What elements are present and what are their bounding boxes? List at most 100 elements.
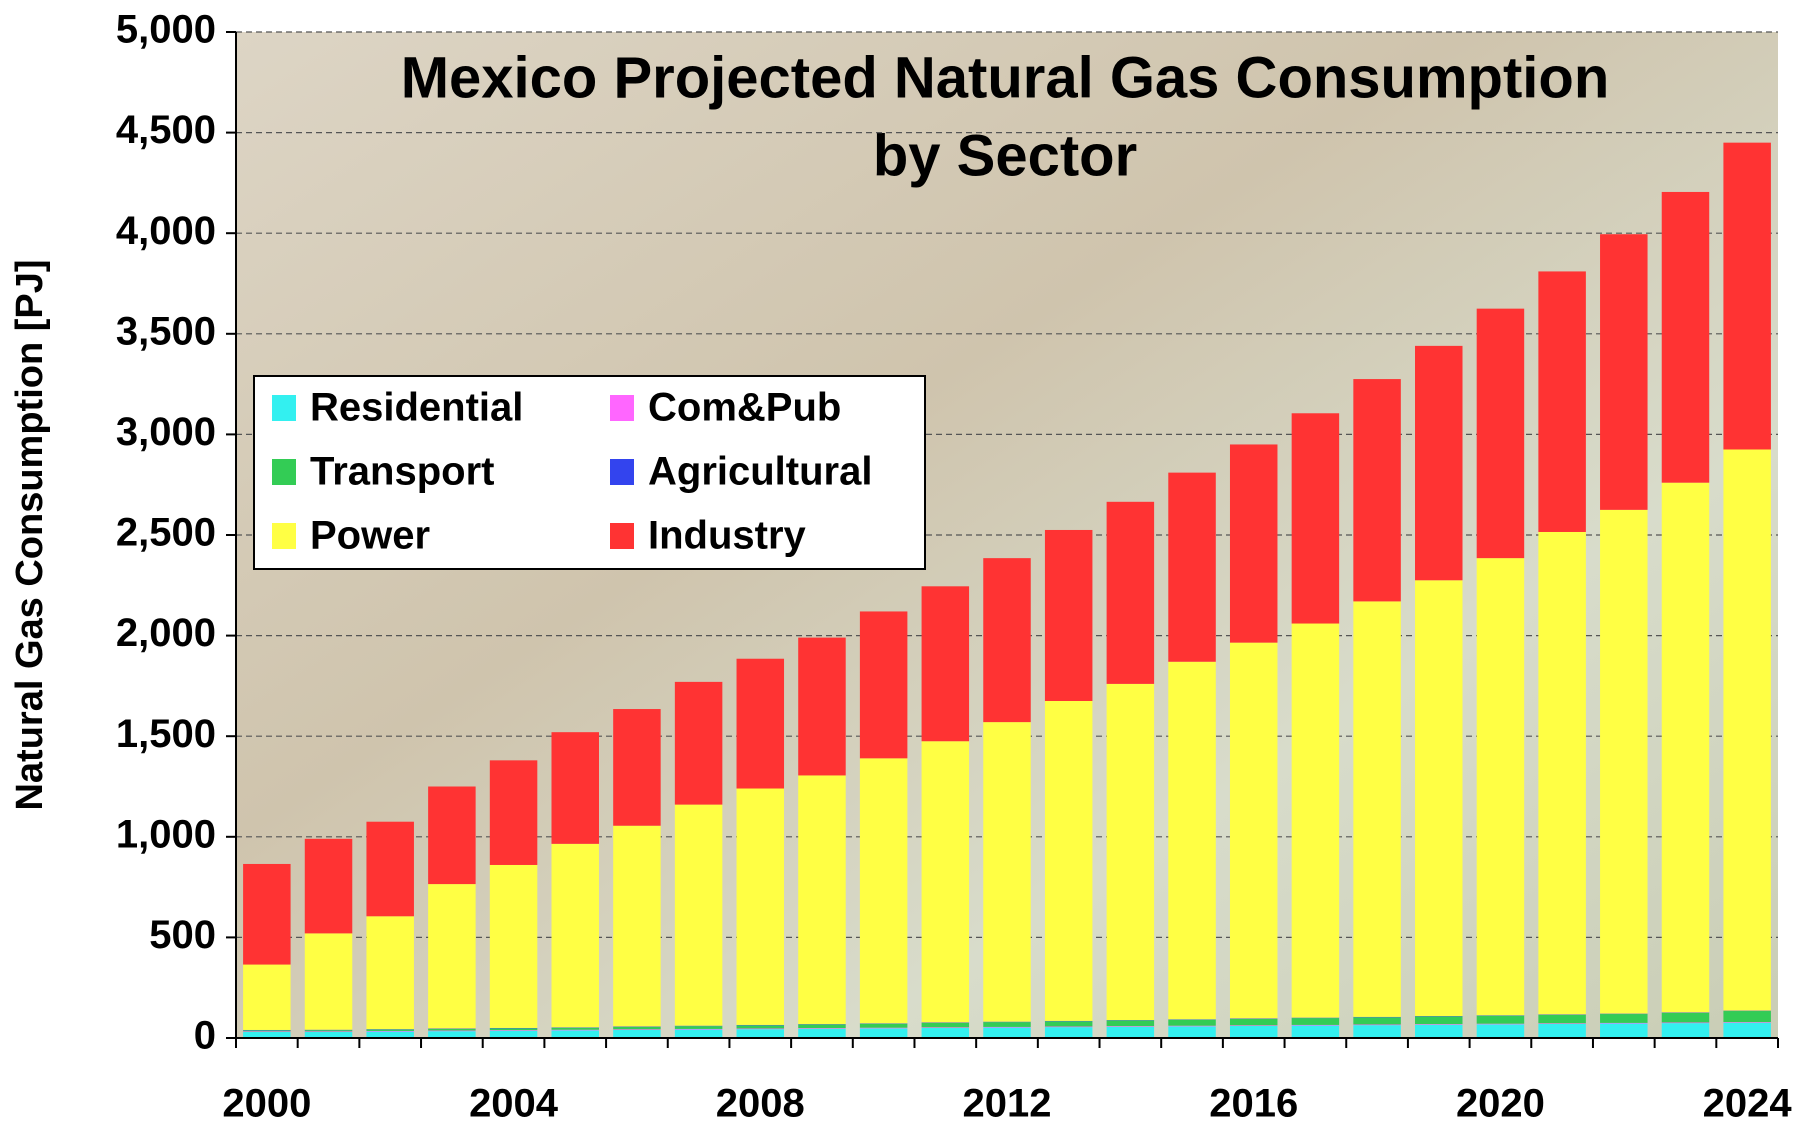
bar-segment <box>1353 1017 1401 1025</box>
bar-segment <box>613 825 661 1027</box>
bar-segment <box>1600 1014 1648 1023</box>
bar-segment <box>674 681 723 805</box>
bar-segment <box>1538 1023 1586 1038</box>
x-tick-label: 2024 <box>1703 1082 1793 1124</box>
bar-segment <box>1291 1025 1340 1038</box>
bar-segment <box>674 804 723 1026</box>
bar-segment <box>366 821 414 917</box>
y-tick-label: 1,500 <box>116 712 216 756</box>
legend-swatch <box>610 523 634 549</box>
bar-segment <box>736 1028 785 1030</box>
bar-segment <box>1415 1024 1463 1038</box>
bar-segment <box>1661 191 1710 483</box>
bar-segment <box>921 741 970 1023</box>
legend-swatch <box>272 459 296 485</box>
bar-segment <box>304 838 353 934</box>
bar-segment <box>1044 529 1093 701</box>
bar-segment <box>1291 1024 1340 1026</box>
bar-segment <box>736 1029 785 1038</box>
bar-segment <box>1415 1016 1463 1025</box>
bar-segment <box>551 1029 599 1031</box>
y-tick-label: 1,000 <box>116 812 216 856</box>
bar-segment <box>489 760 538 865</box>
chart-title: by Sector <box>873 123 1137 188</box>
bar-segment <box>613 1029 661 1030</box>
y-tick-label: 3,500 <box>116 309 216 353</box>
bar-segment <box>983 722 1031 1022</box>
bar-segment <box>304 1030 353 1032</box>
bar-segment <box>1415 580 1463 1017</box>
chart-title: Mexico Projected Natural Gas Consumption <box>401 45 1610 110</box>
bar-segment <box>1476 1023 1525 1025</box>
bar-segment <box>674 1026 723 1029</box>
bar-segment <box>1661 1023 1710 1038</box>
bar-segment <box>489 864 538 1028</box>
bar-segment <box>921 1022 970 1028</box>
bar-segment <box>304 933 353 1030</box>
bar-segment <box>551 1030 599 1038</box>
bar-segment <box>1476 308 1525 559</box>
bar-segment <box>1106 683 1155 1021</box>
y-tick-label: 2,000 <box>116 611 216 655</box>
bar-segment <box>1044 1021 1093 1027</box>
x-tick-label: 2000 <box>222 1082 311 1124</box>
bar-segment <box>1229 642 1278 1019</box>
bar-segment <box>983 1027 1031 1038</box>
bar-segment <box>1353 1024 1401 1026</box>
bar-segment <box>366 916 414 1030</box>
bar-segment <box>1723 1022 1771 1038</box>
bar-segment <box>674 1029 723 1038</box>
bar-segment <box>1106 1020 1155 1027</box>
bar-segment <box>1661 482 1710 1013</box>
legend-label: Com&Pub <box>648 386 841 430</box>
bar-segment <box>1353 1025 1401 1038</box>
bar-segment <box>366 1031 414 1038</box>
legend-swatch <box>272 395 296 421</box>
bar-segment <box>428 1031 476 1038</box>
y-axis-label: Natural Gas Consumption [PJ] <box>9 259 51 810</box>
bar-segment <box>1229 1018 1278 1026</box>
bar-segment <box>1538 271 1586 532</box>
bar-segment <box>1661 1022 1710 1024</box>
bar-segment <box>798 1024 846 1029</box>
x-tick-label: 2012 <box>963 1082 1052 1124</box>
y-tick-label: 0 <box>194 1014 216 1058</box>
bar-segment <box>736 788 785 1025</box>
x-tick-label: 2008 <box>716 1082 805 1124</box>
x-tick-label: 2004 <box>469 1082 559 1124</box>
bar-segment <box>1229 1025 1278 1038</box>
legend-label: Industry <box>648 514 807 558</box>
legend-swatch <box>272 523 296 549</box>
bar-segment <box>1600 234 1648 510</box>
bar-segment <box>736 658 785 789</box>
bar-segment <box>798 1028 846 1038</box>
bar-segment <box>736 1025 785 1029</box>
bar-segment <box>1723 142 1771 450</box>
bar-segment <box>243 1031 291 1038</box>
x-tick-label: 2016 <box>1209 1082 1298 1124</box>
y-tick-label: 3,000 <box>116 410 216 454</box>
bar-segment <box>859 758 908 1024</box>
bar-segment <box>1661 1012 1710 1023</box>
bar-segment <box>1476 1024 1525 1038</box>
bar-segment <box>1229 1025 1278 1026</box>
bar-segment <box>1476 1015 1525 1024</box>
bar-segment <box>1600 1022 1648 1024</box>
bar-segment <box>1044 700 1093 1021</box>
bar-segment <box>1106 1026 1155 1038</box>
bar-segment <box>428 786 476 885</box>
bar-segment <box>366 1029 414 1031</box>
bar-segment <box>489 1030 538 1031</box>
bar-segment <box>674 1028 723 1030</box>
bar-segment <box>1106 501 1155 684</box>
bar-segment <box>428 1028 476 1031</box>
bar-segment <box>613 1026 661 1030</box>
legend-label: Residential <box>310 386 523 430</box>
bar-segment <box>1538 531 1586 1015</box>
bar-segment <box>613 1029 661 1038</box>
bar-segment <box>921 1027 970 1038</box>
bar-segment <box>1723 1011 1771 1023</box>
x-tick-label: 2020 <box>1456 1082 1545 1124</box>
bar-segment <box>551 732 599 844</box>
bar-segment <box>1353 379 1401 602</box>
